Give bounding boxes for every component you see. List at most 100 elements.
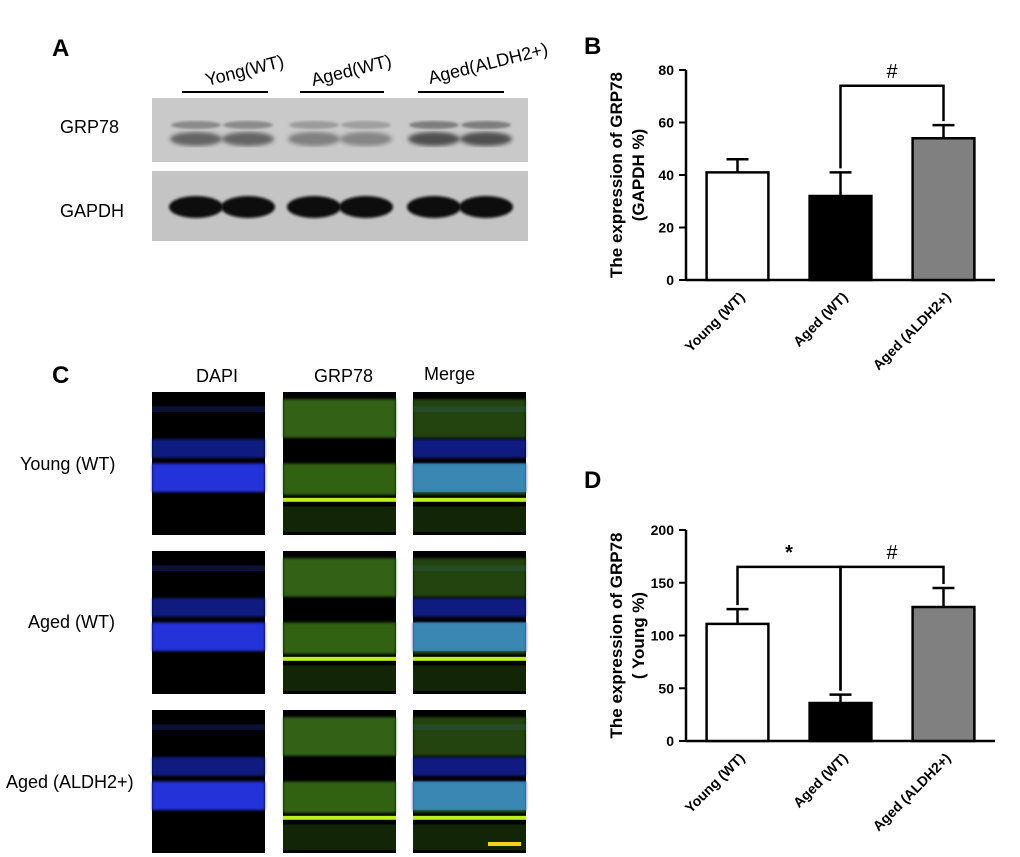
x-tick-label: Aged (WT) <box>790 289 851 350</box>
bar <box>808 194 873 282</box>
blot-group-headers: Yong(WT) Aged(WT) Aged(ALDH2+) <box>182 39 550 93</box>
bar <box>705 171 770 282</box>
y-tick-label: 60 <box>658 115 674 131</box>
micrograph-tile <box>413 710 526 853</box>
micrograph-column-label-merge: Merge <box>424 364 475 384</box>
grp78-signal-upper <box>283 399 396 438</box>
grp78-signal-upper <box>413 717 526 756</box>
y-axis-label: The expression of GRP78( Young %) <box>607 533 648 739</box>
gapdh-band <box>459 196 513 218</box>
micrograph-tile <box>283 710 396 853</box>
panel-b-letter: B <box>584 33 601 60</box>
micrograph-column-label-grp78: GRP78 <box>314 366 373 386</box>
gapdh-band <box>169 196 223 218</box>
y-tick-label: 0 <box>666 733 674 749</box>
micrograph-row-label-aged: Aged (WT) <box>28 612 115 632</box>
x-tick-label: Young (WT) <box>682 750 748 816</box>
blot-strip-grp78 <box>152 98 528 162</box>
grp78-choroid <box>413 506 526 533</box>
significance-marker: * <box>785 542 793 564</box>
grp78-choroid <box>283 824 396 851</box>
gapdh-band <box>221 196 275 218</box>
grp78-signal-mid <box>413 781 526 813</box>
nuclear-layer-outer <box>152 781 265 811</box>
x-tick-label: Young (WT) <box>682 289 748 355</box>
panel-a-letter: A <box>52 35 69 62</box>
grp78-rpe-line <box>413 497 526 502</box>
micrograph-tile <box>152 710 265 853</box>
y-axis-label-line: The expression of GRP78 <box>607 533 626 739</box>
micrograph-grid <box>152 392 526 853</box>
blot-group-label-3: Aged(ALDH2+) <box>426 39 550 88</box>
grp78-band-upper <box>341 121 391 129</box>
y-tick-label: 80 <box>658 62 674 78</box>
grp78-signal-mid <box>413 463 526 495</box>
grp78-band-lower <box>222 132 274 146</box>
grp78-band-upper <box>409 121 459 129</box>
grp78-band-lower <box>288 132 340 146</box>
grp78-rpe-line <box>283 656 396 661</box>
y-axis-label-line: (GAPDH %) <box>629 129 648 222</box>
blot-row-label-gapdh: GAPDH <box>60 201 124 221</box>
panel-c-letter: C <box>52 362 69 389</box>
merge-overlap <box>413 622 526 652</box>
nuclear-layer-outer <box>152 463 265 493</box>
bar <box>911 605 976 743</box>
merge-overlap <box>413 463 526 493</box>
grp78-band-upper <box>289 121 339 129</box>
grp78-signal-upper <box>413 558 526 597</box>
significance-bracket <box>839 84 945 169</box>
grp78-rpe-line <box>283 497 396 502</box>
micrograph-tile <box>413 551 526 694</box>
y-axis-label: The expression of GRP78 (GAPDH %) <box>607 72 648 278</box>
micrograph-tile <box>152 392 265 535</box>
grp78-choroid <box>413 824 526 851</box>
grp78-band-lower <box>340 132 392 146</box>
significance-marker: # <box>886 61 898 83</box>
y-axis-label-line: The expression of GRP78 <box>607 72 626 278</box>
micrograph-tile <box>413 392 526 535</box>
bar <box>911 137 976 282</box>
micrograph-tile <box>283 551 396 694</box>
grp78-signal-mid <box>283 463 396 495</box>
grp78-rpe-line <box>413 656 526 661</box>
y-tick-label: 50 <box>658 680 674 696</box>
bar <box>808 701 873 743</box>
ganglion-layer <box>152 724 265 731</box>
ganglion-layer <box>152 406 265 413</box>
significance-marker: # <box>886 542 898 564</box>
y-tick-label: 0 <box>666 272 674 288</box>
blot-membrane-grp78 <box>152 98 528 162</box>
y-tick-label: 150 <box>651 575 675 591</box>
bar <box>705 622 770 743</box>
x-tick-label: Aged (ALDH2+) <box>869 289 953 373</box>
nuclear-layer-outer <box>152 622 265 652</box>
blot-row-label-grp78: GRP78 <box>60 117 119 137</box>
panel-d-letter: D <box>584 467 601 494</box>
blot-group-label-1: Yong(WT) <box>203 51 286 90</box>
nuclear-layer-inner <box>413 439 526 458</box>
grp78-band-lower <box>170 132 222 146</box>
gapdh-band <box>287 196 341 218</box>
grp78-rpe-line <box>413 815 526 820</box>
grp78-choroid <box>413 665 526 692</box>
significance-bracket <box>839 565 945 691</box>
grp78-band-lower <box>460 132 512 146</box>
micrograph-row-label-aldh2: Aged (ALDH2+) <box>6 772 134 792</box>
grp78-choroid <box>283 506 396 533</box>
grp78-signal-upper <box>283 558 396 597</box>
merge-overlap <box>413 781 526 811</box>
y-axis-label-line: ( Young %) <box>629 592 648 679</box>
grp78-choroid <box>283 665 396 692</box>
micrograph-tile <box>152 551 265 694</box>
micrograph-tile <box>283 392 396 535</box>
grp78-signal-mid <box>413 622 526 654</box>
y-tick-label: 40 <box>658 167 674 183</box>
grp78-signal-upper <box>283 717 396 756</box>
x-tick-label: Aged (WT) <box>790 750 851 811</box>
x-tick-label: Aged (ALDH2+) <box>869 750 953 834</box>
gapdh-band <box>339 196 393 218</box>
gapdh-band <box>407 196 461 218</box>
